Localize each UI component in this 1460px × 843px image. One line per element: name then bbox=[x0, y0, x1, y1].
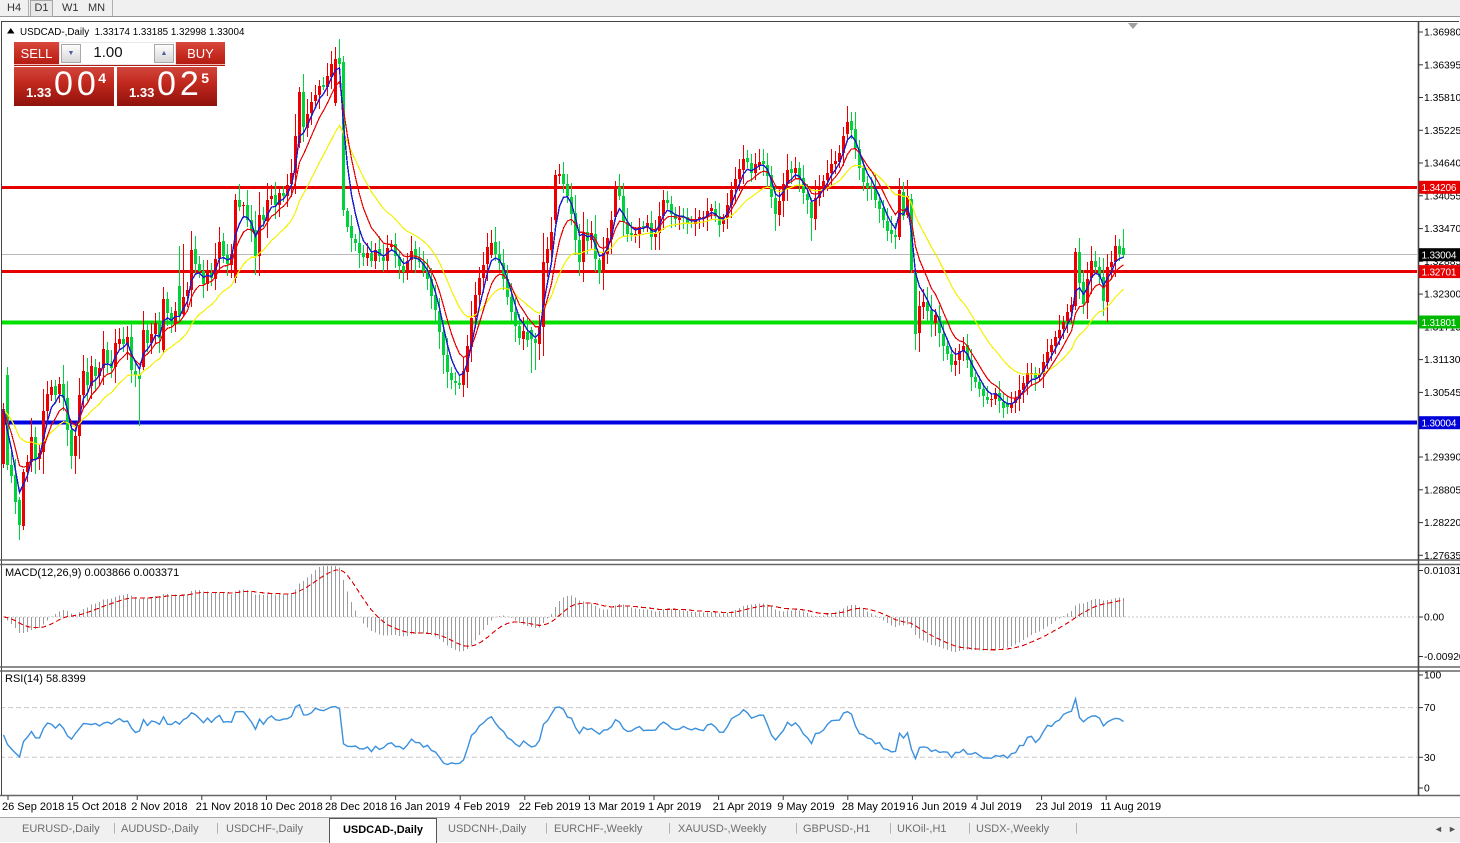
svg-text:9 May 2019: 9 May 2019 bbox=[777, 801, 834, 813]
svg-text:30: 30 bbox=[1424, 753, 1436, 764]
svg-text:26 Sep 2018: 26 Sep 2018 bbox=[2, 801, 64, 813]
svg-text:1.34640: 1.34640 bbox=[1424, 159, 1460, 170]
svg-text:1.30545: 1.30545 bbox=[1424, 388, 1460, 399]
svg-text:1.28805: 1.28805 bbox=[1424, 485, 1460, 496]
svg-text:22 Feb 2019: 22 Feb 2019 bbox=[519, 801, 581, 813]
svg-text:1.35810: 1.35810 bbox=[1424, 93, 1460, 104]
svg-text:1.33004: 1.33004 bbox=[1422, 251, 1457, 262]
svg-text:1.27635: 1.27635 bbox=[1424, 551, 1460, 562]
svg-text:1.28220: 1.28220 bbox=[1424, 518, 1460, 529]
svg-text:-0.009203: -0.009203 bbox=[1424, 652, 1460, 663]
svg-text:USDCAD-,Daily 1.33174 1.33185: USDCAD-,Daily 1.33174 1.33185 1.32998 1.… bbox=[20, 27, 245, 38]
svg-text:0.00: 0.00 bbox=[1424, 613, 1444, 624]
svg-text:16 Jan 2019: 16 Jan 2019 bbox=[390, 801, 451, 813]
svg-text:1.29390: 1.29390 bbox=[1424, 453, 1460, 464]
svg-text:16 Jun 2019: 16 Jun 2019 bbox=[906, 801, 967, 813]
svg-text:21 Nov 2018: 21 Nov 2018 bbox=[196, 801, 258, 813]
svg-text:13 Mar 2019: 13 Mar 2019 bbox=[583, 801, 645, 813]
svg-text:1.34206: 1.34206 bbox=[1422, 183, 1457, 194]
svg-text:1.32701: 1.32701 bbox=[1422, 267, 1457, 278]
svg-text:28 Dec 2018: 28 Dec 2018 bbox=[325, 801, 387, 813]
svg-text:21 Apr 2019: 21 Apr 2019 bbox=[713, 801, 772, 813]
svg-text:4 Jul 2019: 4 Jul 2019 bbox=[971, 801, 1022, 813]
svg-text:15 Oct 2018: 15 Oct 2018 bbox=[67, 801, 127, 813]
svg-text:1.33470: 1.33470 bbox=[1424, 224, 1460, 235]
svg-text:1.35225: 1.35225 bbox=[1424, 126, 1460, 137]
svg-text:MACD(12,26,9) 0.003866 0.00337: MACD(12,26,9) 0.003866 0.003371 bbox=[5, 567, 179, 579]
svg-text:2 Nov 2018: 2 Nov 2018 bbox=[131, 801, 187, 813]
svg-text:0: 0 bbox=[1424, 784, 1430, 795]
svg-text:1.36395: 1.36395 bbox=[1424, 60, 1460, 71]
svg-text:1.31801: 1.31801 bbox=[1422, 318, 1457, 329]
svg-text:1.34055: 1.34055 bbox=[1424, 191, 1460, 202]
svg-text:0.010311: 0.010311 bbox=[1424, 566, 1460, 577]
svg-text:100: 100 bbox=[1424, 671, 1441, 682]
svg-text:1.32300: 1.32300 bbox=[1424, 290, 1460, 301]
svg-text:1.30004: 1.30004 bbox=[1422, 419, 1457, 430]
svg-text:23 Jul 2019: 23 Jul 2019 bbox=[1036, 801, 1093, 813]
svg-text:70: 70 bbox=[1424, 703, 1436, 714]
svg-text:1 Apr 2019: 1 Apr 2019 bbox=[648, 801, 701, 813]
svg-text:1.36980: 1.36980 bbox=[1424, 28, 1460, 39]
svg-text:11 Aug 2019: 11 Aug 2019 bbox=[1100, 801, 1161, 813]
svg-text:4 Feb 2019: 4 Feb 2019 bbox=[454, 801, 510, 813]
svg-text:10 Dec 2018: 10 Dec 2018 bbox=[260, 801, 322, 813]
svg-text:28 May 2019: 28 May 2019 bbox=[842, 801, 906, 813]
svg-text:1.32885: 1.32885 bbox=[1424, 257, 1460, 268]
svg-text:RSI(14) 58.8399: RSI(14) 58.8399 bbox=[5, 673, 86, 685]
svg-text:1.31130: 1.31130 bbox=[1424, 355, 1460, 366]
